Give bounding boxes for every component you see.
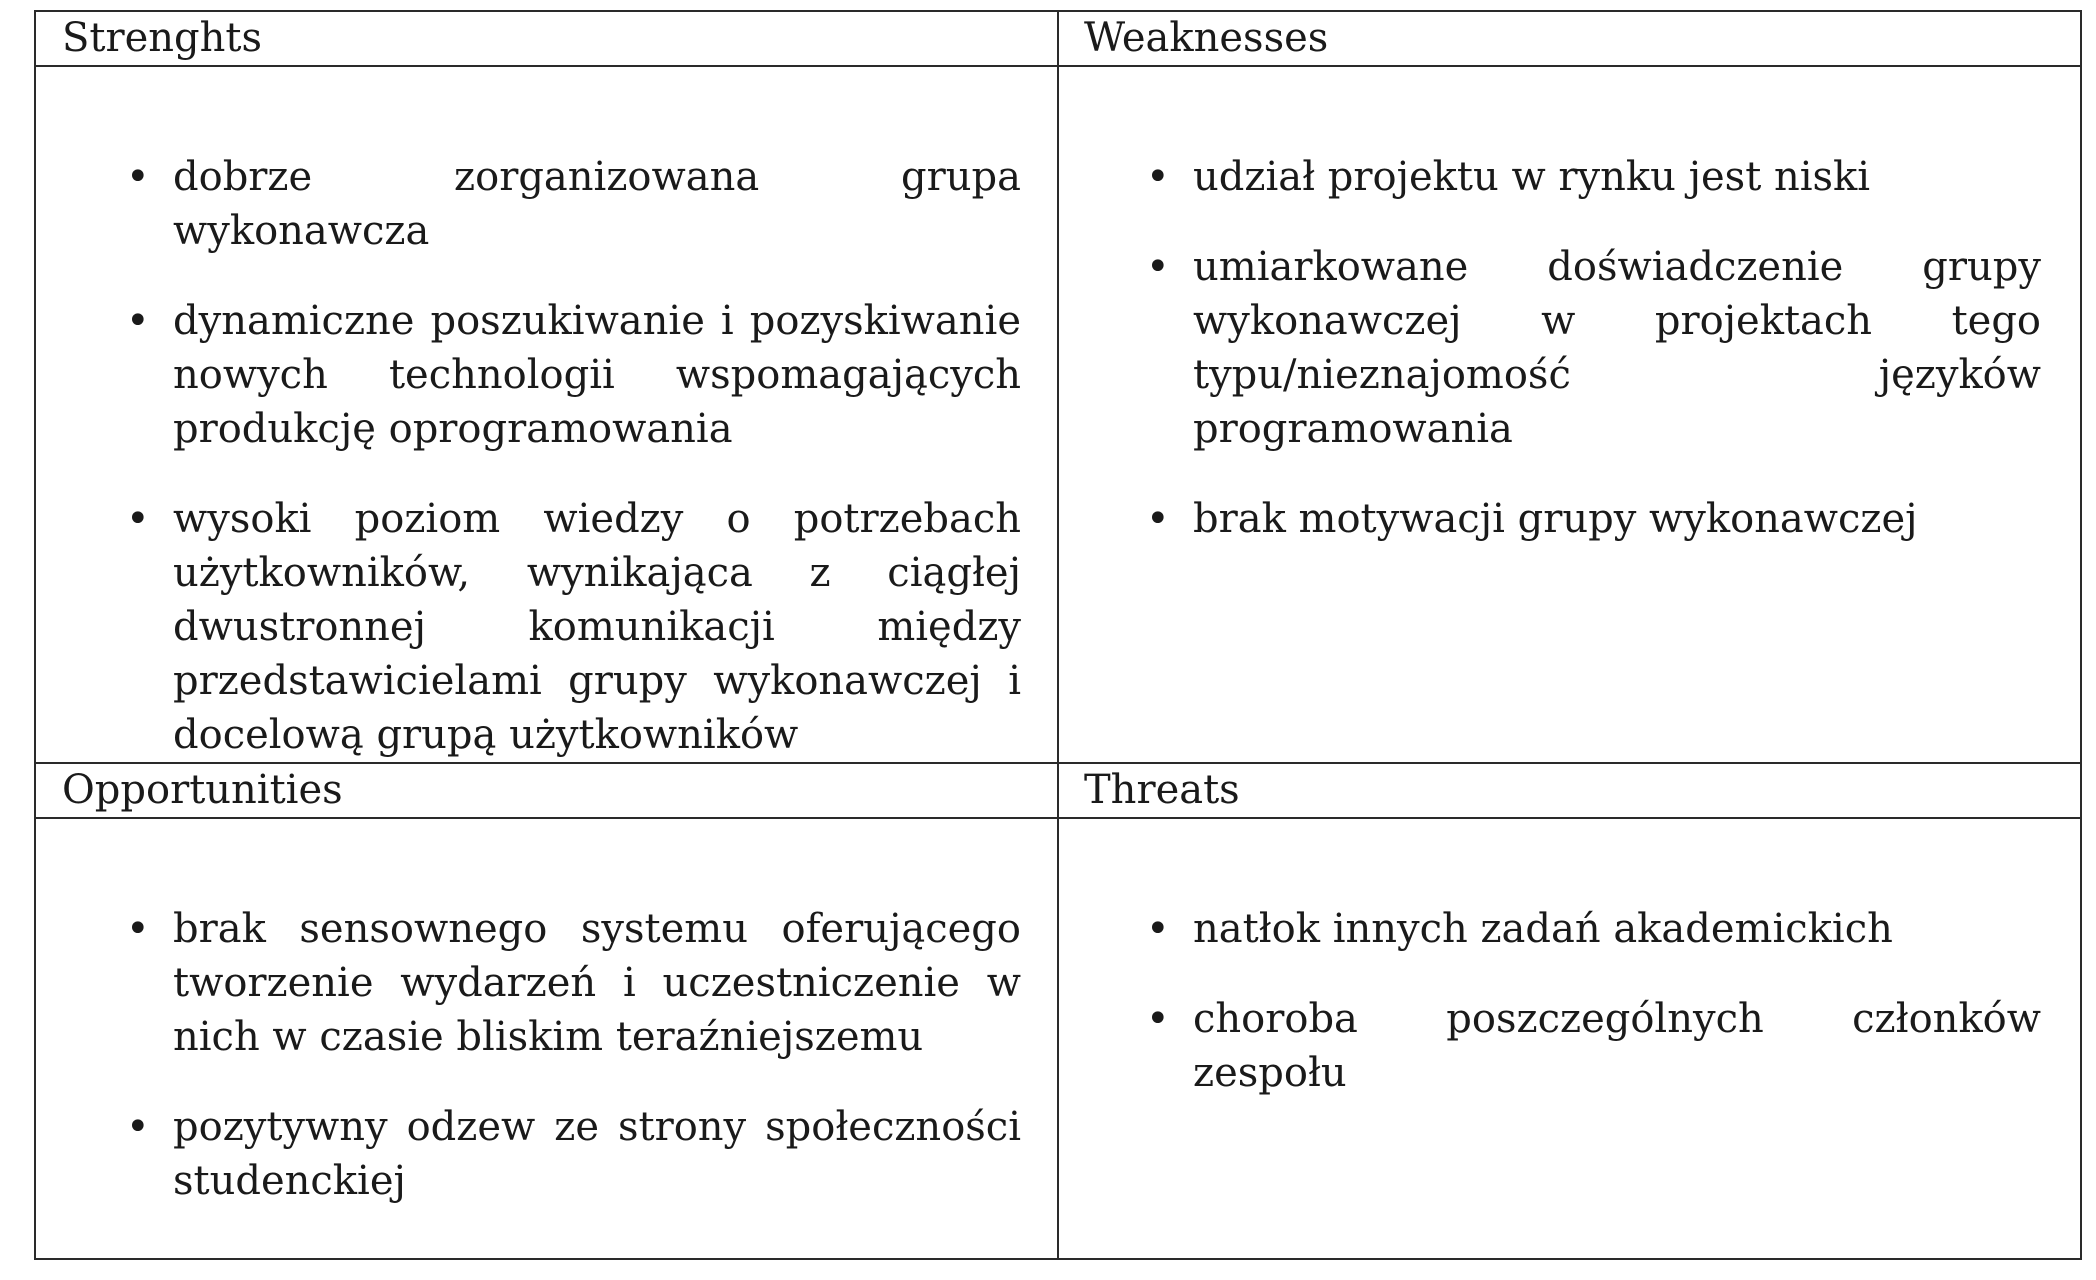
bottom-header-divider	[36, 817, 2080, 819]
list-item-text: brak sensownego systemu oferującego twor…	[173, 906, 1021, 1060]
strengths-heading: Strenghts	[62, 15, 262, 61]
swot-table: Strenghts • dobrze zorganizowana grupa wy…	[34, 10, 2082, 1260]
opportunities-list: • brak sensownego systemu oferującego two…	[126, 902, 1021, 1208]
bullet-icon: •	[1146, 496, 1170, 542]
threats-list-cell: • natłok innych zadań akademickich • choro…	[1146, 902, 2041, 1136]
list-item: • dynamiczne poszukiwanie i pozyskiwanie …	[126, 294, 1021, 456]
bullet-icon: •	[1146, 906, 1170, 952]
column-divider	[1057, 12, 1059, 1258]
opportunities-list-cell: • brak sensownego systemu oferującego two…	[126, 902, 1021, 1244]
list-item-text: pozytywny odzew ze strony społeczności s…	[173, 1104, 1021, 1204]
bullet-icon: •	[126, 496, 150, 542]
bullet-icon: •	[1146, 244, 1170, 290]
list-item-text: umiarkowane doświadczenie grupy wykonawc…	[1193, 244, 2041, 452]
list-item: • choroba poszczególnych członków zespołu	[1146, 992, 2041, 1100]
weaknesses-list-cell: • udział projektu w rynku jest niski • umi…	[1146, 150, 2041, 582]
list-item: • brak sensownego systemu oferującego two…	[126, 902, 1021, 1064]
list-item: • pozytywny odzew ze strony społeczności …	[126, 1100, 1021, 1208]
list-item-text: udział projektu w rynku jest niski	[1193, 154, 1871, 200]
bullet-icon: •	[126, 1104, 150, 1150]
list-item-text: dobrze zorganizowana grupa wykonawcza	[173, 154, 1021, 254]
bullet-icon: •	[1146, 996, 1170, 1042]
list-item-text: wysoki poziom wiedzy o potrzebach użytko…	[173, 496, 1021, 758]
list-item: • brak motywacji grupy wykonawczej	[1146, 492, 2041, 546]
list-item-text: brak motywacji grupy wykonawczej	[1193, 496, 1918, 542]
middle-divider	[36, 762, 2080, 764]
list-item-text: choroba poszczególnych członków zespołu	[1193, 996, 2041, 1096]
list-item: • udział projektu w rynku jest niski	[1146, 150, 2041, 204]
bullet-icon: •	[1146, 154, 1170, 200]
bullet-icon: •	[126, 154, 150, 200]
weaknesses-heading: Weaknesses	[1084, 15, 1329, 61]
strengths-list-cell: • dobrze zorganizowana grupa wykonawcza •…	[126, 150, 1021, 798]
list-item: • dobrze zorganizowana grupa wykonawcza	[126, 150, 1021, 258]
list-item-text: dynamiczne poszukiwanie i pozyskiwanie n…	[173, 298, 1021, 452]
strengths-list: • dobrze zorganizowana grupa wykonawcza •…	[126, 150, 1021, 762]
list-item: • umiarkowane doświadczenie grupy wykonaw…	[1146, 240, 2041, 456]
bullet-icon: •	[126, 298, 150, 344]
list-item: • natłok innych zadań akademickich	[1146, 902, 2041, 956]
list-item-text: natłok innych zadań akademickich	[1193, 906, 1893, 952]
list-item: • wysoki poziom wiedzy o potrzebach użytk…	[126, 492, 1021, 762]
threats-heading: Threats	[1084, 767, 1240, 813]
top-header-divider	[36, 65, 2080, 67]
bullet-icon: •	[126, 906, 150, 952]
opportunities-heading: Opportunities	[62, 767, 343, 813]
threats-list: • natłok innych zadań akademickich • choro…	[1146, 902, 2041, 1100]
weaknesses-list: • udział projektu w rynku jest niski • umi…	[1146, 150, 2041, 546]
